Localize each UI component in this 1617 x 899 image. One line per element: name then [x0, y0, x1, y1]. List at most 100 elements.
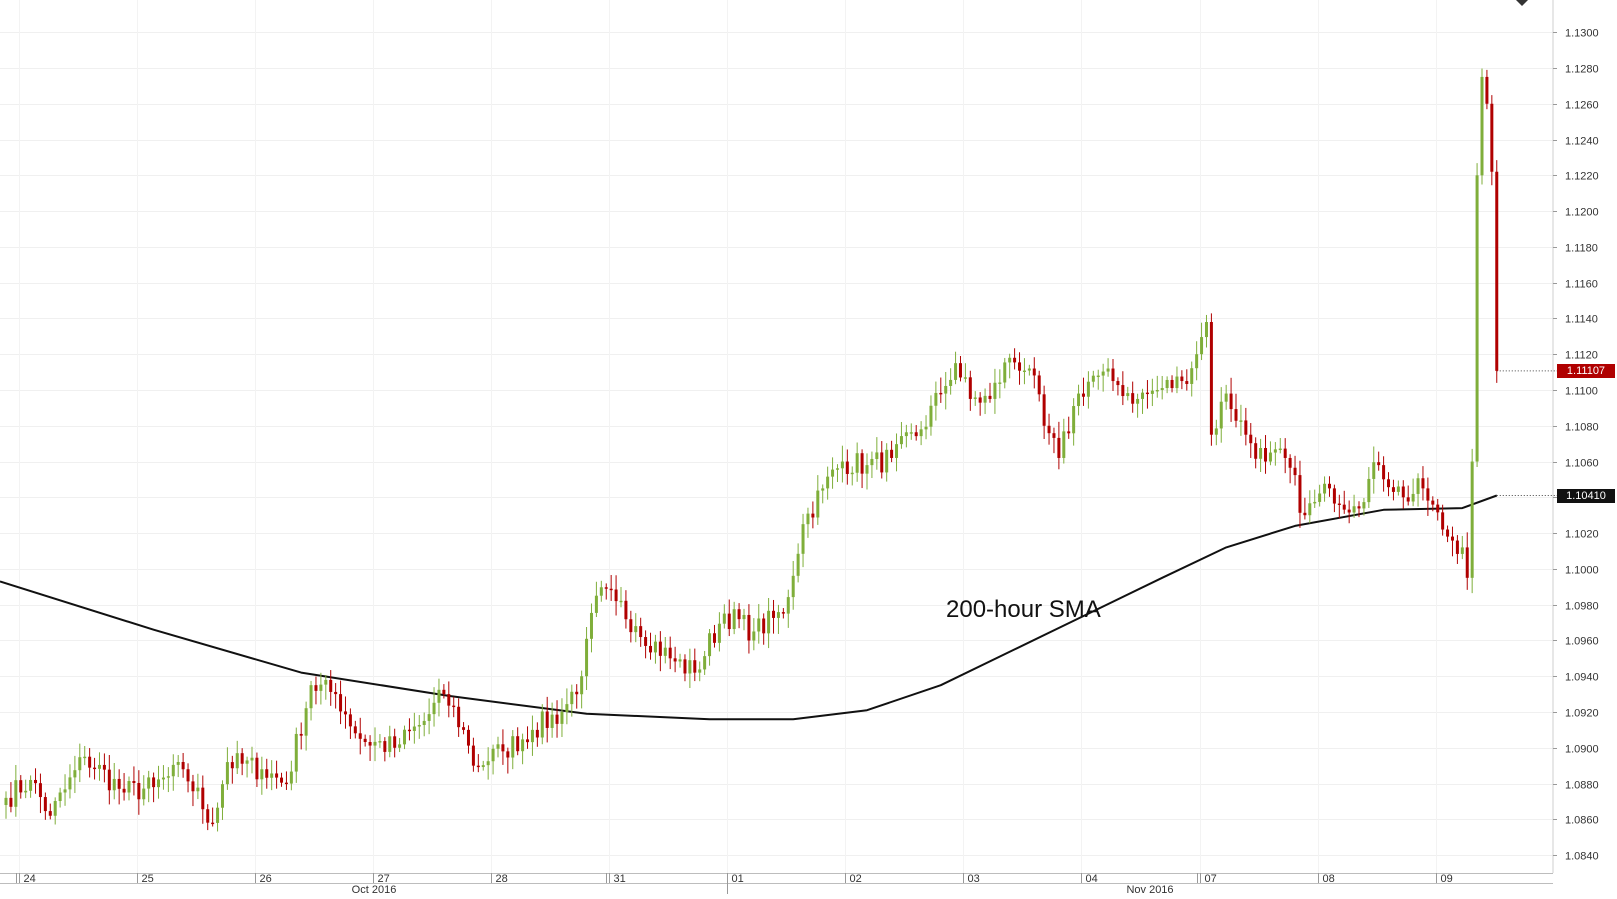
candle-down — [314, 685, 318, 691]
candle-up — [1259, 448, 1263, 459]
price-tick-label: 1.1280 — [1565, 64, 1599, 76]
candle-up — [599, 587, 603, 596]
candle-up — [1278, 448, 1282, 451]
candle-down — [122, 788, 126, 793]
candle-down — [1406, 497, 1410, 502]
candle-up — [540, 711, 544, 738]
candle-down — [462, 727, 466, 730]
candle-up — [1367, 478, 1371, 503]
candle-down — [1013, 357, 1017, 363]
candle-up — [1175, 376, 1179, 389]
candle-up — [304, 708, 308, 736]
candle-down — [1485, 76, 1489, 104]
chart-menu-arrow-icon[interactable] — [1516, 0, 1528, 6]
candle-up — [422, 720, 426, 726]
candle-up — [1160, 388, 1164, 390]
candle-up — [481, 765, 485, 768]
candle-down — [265, 769, 269, 778]
candle-up — [909, 432, 913, 434]
candle-up — [821, 488, 825, 491]
candle-down — [545, 711, 549, 728]
candle-up — [220, 784, 224, 808]
candle-down — [535, 729, 539, 738]
price-tick-label: 1.1140 — [1565, 314, 1598, 326]
candle-down — [811, 513, 815, 518]
candle-down — [683, 659, 687, 674]
price-tick-label: 1.1240 — [1565, 136, 1599, 148]
candle-up — [580, 676, 584, 695]
candle-down — [668, 647, 672, 659]
candle-down — [353, 726, 357, 734]
candle-down — [1377, 462, 1381, 466]
candle-up — [235, 753, 239, 769]
candle-down — [737, 609, 741, 620]
candle-up — [142, 788, 146, 800]
candle-up — [324, 679, 328, 685]
candle-up — [1460, 547, 1464, 554]
candle-up — [1165, 379, 1169, 389]
candle-down — [649, 645, 653, 653]
candle-up — [904, 432, 908, 437]
price-tick-label: 1.0920 — [1565, 708, 1599, 720]
candle-up — [870, 458, 874, 466]
candle-up — [511, 736, 515, 758]
candle-down — [383, 741, 387, 752]
candle-up — [24, 790, 28, 793]
candle-up — [786, 597, 790, 614]
candle-up — [899, 436, 903, 445]
candle-up — [594, 595, 598, 613]
candle-up — [708, 633, 712, 657]
candle-up — [1101, 371, 1105, 376]
candle-down — [358, 733, 362, 739]
candle-up — [14, 780, 18, 807]
candle-up — [176, 761, 180, 765]
candle-up — [983, 395, 987, 403]
candle-down — [860, 453, 864, 474]
day-label: 24 — [24, 873, 36, 885]
candle-up — [589, 612, 593, 639]
candle-up — [309, 685, 313, 709]
candle-down — [186, 769, 190, 782]
candle-up — [388, 736, 392, 752]
candle-up — [1323, 483, 1327, 494]
candle-up — [53, 801, 57, 816]
candle-up — [127, 781, 131, 793]
candle-down — [117, 778, 121, 789]
candle-down — [555, 714, 559, 724]
gridlines — [0, 0, 1553, 873]
candle-down — [201, 787, 205, 810]
price-tick-label: 1.1180 — [1565, 243, 1598, 255]
candle-down — [275, 773, 279, 778]
candle-up — [521, 739, 525, 752]
candle-up — [634, 626, 638, 633]
candle-up — [895, 444, 899, 458]
candle-down — [466, 729, 470, 746]
candle-up — [73, 770, 77, 778]
candle-up — [437, 689, 441, 703]
price-tick-label: 1.0840 — [1565, 851, 1599, 863]
candle-up — [1077, 393, 1081, 407]
candle-down — [1382, 465, 1386, 480]
candle-up — [757, 618, 761, 632]
candle-down — [1121, 385, 1125, 397]
candle-down — [1490, 103, 1494, 172]
candle-down — [1264, 448, 1268, 462]
sma-line — [0, 494, 1498, 721]
candle-down — [1293, 467, 1297, 476]
candle-up — [1008, 357, 1012, 363]
candle-up — [840, 461, 844, 469]
candle-up — [1096, 375, 1100, 378]
candle-up — [1126, 393, 1130, 397]
candle-down — [1081, 393, 1085, 397]
candle-down — [240, 753, 244, 764]
candle-up — [530, 729, 534, 743]
candle-down — [343, 711, 347, 715]
candle-down — [1180, 376, 1184, 382]
candle-up — [289, 771, 293, 784]
candle-down — [38, 783, 42, 798]
candle-up — [826, 476, 830, 489]
candle-down — [609, 588, 613, 591]
candle-up — [703, 656, 707, 670]
last-price-tag: 1.11107 — [1557, 363, 1615, 378]
day-label: 02 — [850, 873, 862, 885]
